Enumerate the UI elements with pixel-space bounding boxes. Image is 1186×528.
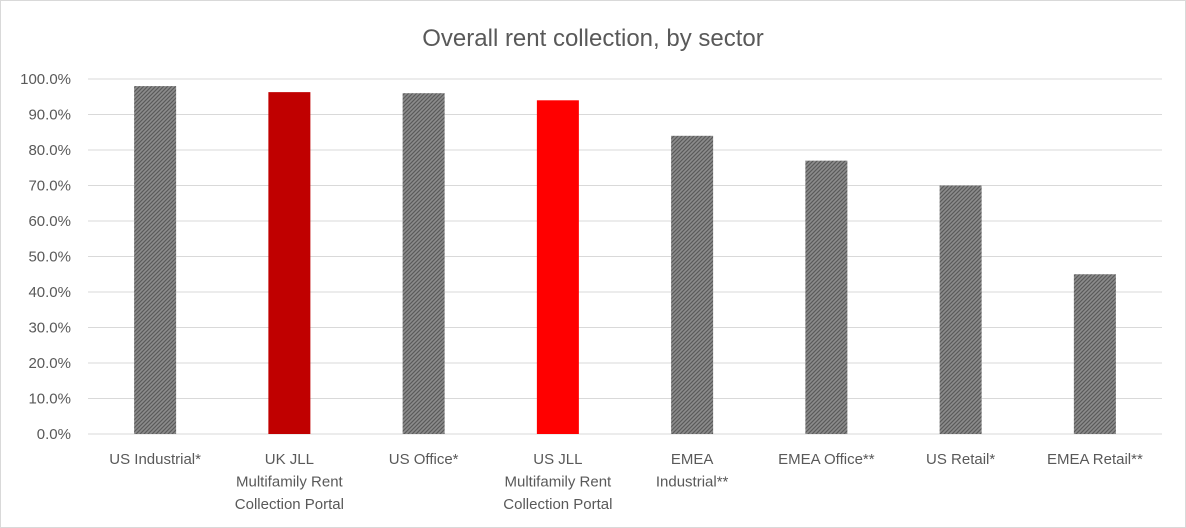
x-category-label-line: Collection Portal (235, 496, 344, 513)
x-category-label-line: US Industrial* (109, 451, 201, 468)
x-category-label-line: US Retail* (926, 451, 995, 468)
x-axis-categories: US Industrial* UK JLL Multifamily Rent Coll… (109, 451, 1143, 513)
chart-title: Overall rent collection, by sector (422, 25, 763, 52)
bar (939, 185, 982, 434)
bar (536, 100, 579, 435)
y-tick-label: 0.0% (37, 426, 71, 443)
x-category-label-line: US Office* (389, 451, 459, 468)
bars (134, 86, 1116, 435)
x-category-label-line: Multifamily Rent (236, 474, 344, 491)
x-category-label: EMEA Office** (778, 451, 875, 468)
gridlines (88, 78, 1162, 435)
y-tick-label: 90.0% (28, 107, 71, 124)
y-axis-ticks: 0.0% 10.0% 20.0% 30.0% 40.0% 50.0% 60.0% 70.0% 8… (20, 71, 71, 443)
y-tick-label: 50.0% (28, 249, 71, 266)
x-category-label: EMEA Retail** (1047, 451, 1143, 468)
bar (671, 135, 714, 435)
x-category-label: US Retail* (926, 451, 995, 468)
y-tick-label: 30.0% (28, 320, 71, 337)
x-category-label: UK JLL Multifamily Rent Collection Portal (235, 451, 344, 513)
y-tick-label: 80.0% (28, 142, 71, 159)
x-category-label-line: Multifamily Rent (505, 474, 613, 491)
bar (268, 92, 311, 434)
y-tick-label: 20.0% (28, 355, 71, 372)
bar (134, 86, 177, 434)
y-tick-label: 40.0% (28, 284, 71, 301)
x-category-label: US Industrial* (109, 451, 201, 468)
y-tick-label: 70.0% (28, 178, 71, 195)
y-tick-label: 10.0% (28, 391, 71, 408)
x-category-label-line: Collection Portal (503, 496, 612, 513)
x-category-label: US Office* (389, 451, 459, 468)
bar (402, 93, 445, 434)
x-category-label-line: EMEA (671, 451, 714, 468)
x-category-label-line: UK JLL (265, 451, 314, 468)
x-category-label-line: Industrial** (656, 474, 729, 491)
y-tick-label: 100.0% (20, 71, 71, 88)
bar (1073, 274, 1116, 434)
x-category-label-line: EMEA Retail** (1047, 451, 1143, 468)
y-tick-label: 60.0% (28, 213, 71, 230)
x-category-label: US JLL Multifamily Rent Collection Portal (503, 451, 612, 513)
x-category-label-line: US JLL (533, 451, 582, 468)
bar (805, 160, 848, 434)
x-category-label: EMEA Industrial** (656, 451, 729, 491)
x-category-label-line: EMEA Office** (778, 451, 875, 468)
